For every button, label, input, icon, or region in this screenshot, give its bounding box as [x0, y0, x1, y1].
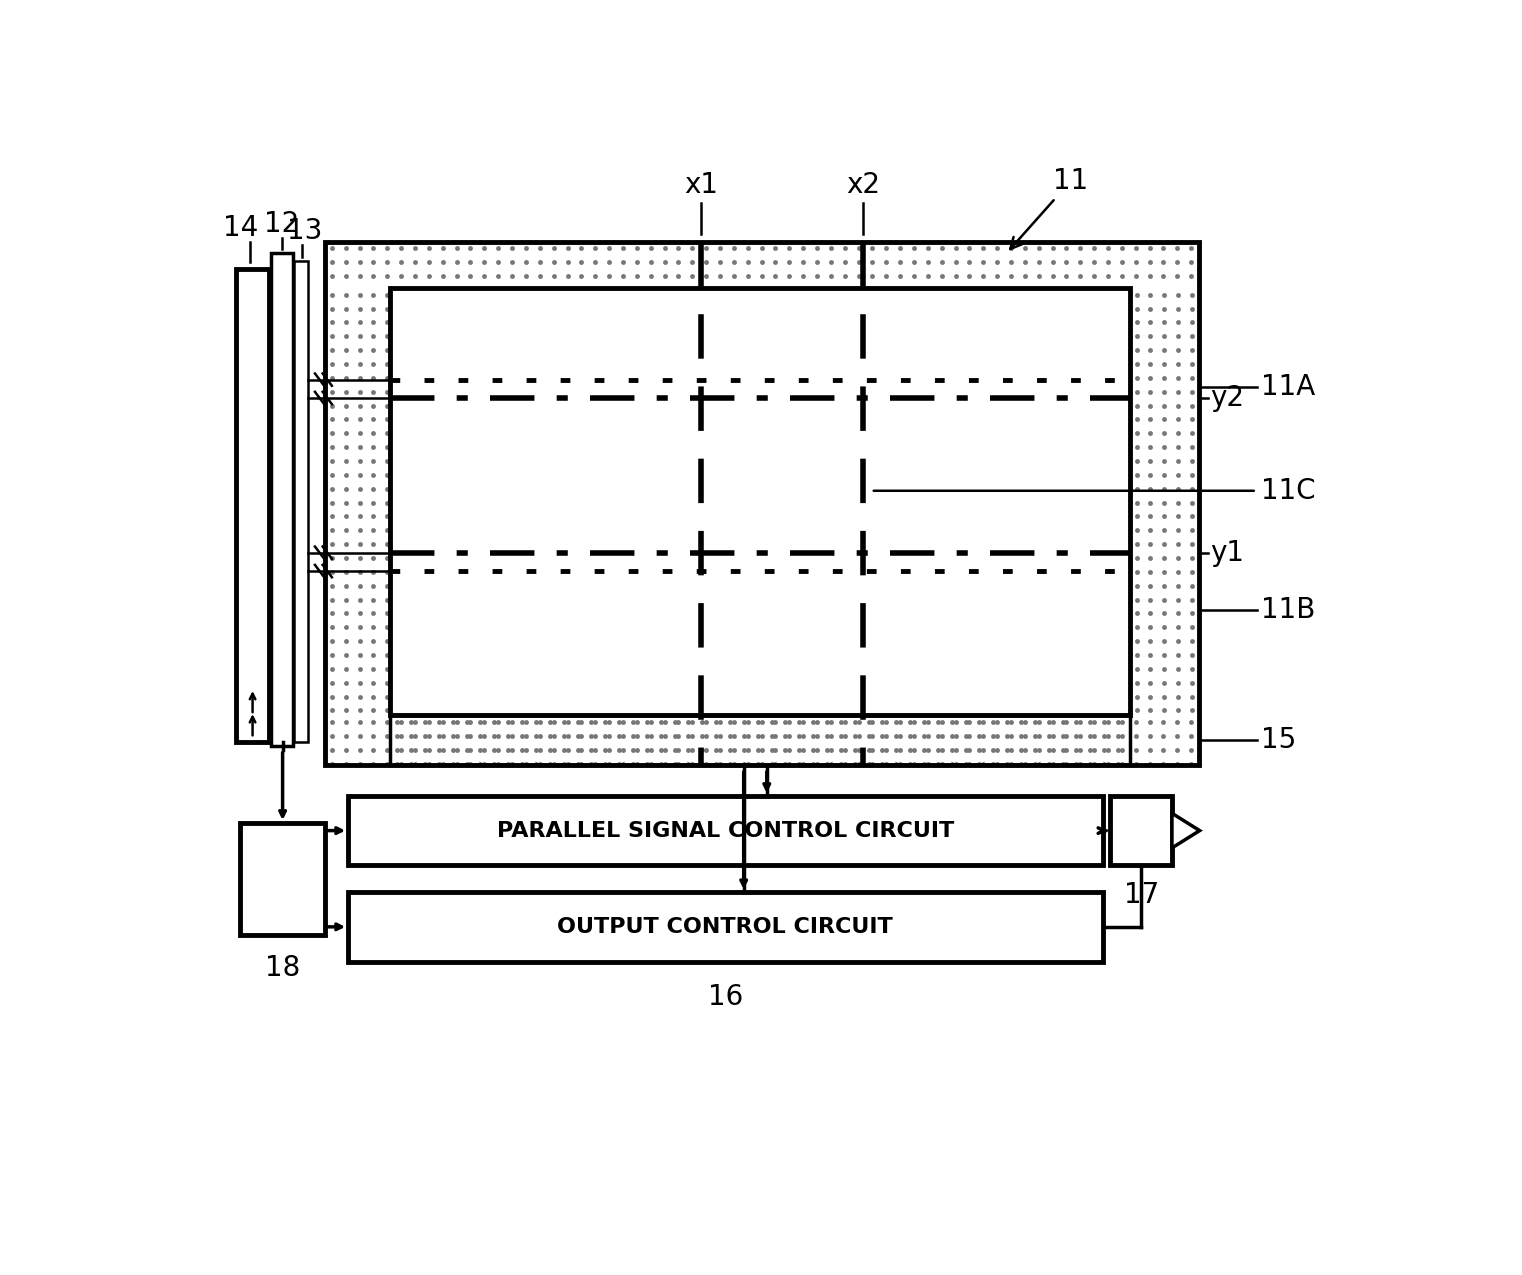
Text: 11C: 11C [1260, 477, 1315, 505]
Text: x1: x1 [683, 171, 718, 199]
Bar [326, 241, 1199, 765]
Text: 15: 15 [1260, 727, 1295, 754]
Text: 11A: 11A [1260, 374, 1315, 402]
Bar [349, 892, 1102, 961]
Text: 13: 13 [288, 218, 323, 245]
Bar [240, 822, 326, 935]
Text: 12: 12 [265, 209, 300, 237]
Text: y2: y2 [1210, 384, 1245, 412]
Polygon shape [1172, 813, 1199, 848]
Bar [391, 715, 1129, 765]
Text: PARALLEL SIGNAL CONTROL CIRCUIT: PARALLEL SIGNAL CONTROL CIRCUIT [496, 821, 954, 840]
Bar [294, 261, 307, 742]
Text: 14: 14 [222, 213, 257, 241]
Text: 17: 17 [1123, 881, 1158, 909]
Bar [236, 269, 269, 742]
Text: 16: 16 [708, 983, 743, 1011]
Text: x2: x2 [846, 171, 881, 199]
Bar [391, 288, 1129, 715]
Text: OUTPUT CONTROL CIRCUIT: OUTPUT CONTROL CIRCUIT [557, 917, 893, 937]
Bar [1111, 796, 1172, 866]
Text: y1: y1 [1210, 539, 1245, 566]
Bar [271, 254, 292, 746]
Bar [349, 796, 1102, 866]
Text: 11B: 11B [1260, 595, 1315, 623]
Text: 18: 18 [265, 954, 300, 982]
Text: 11: 11 [1011, 167, 1088, 249]
